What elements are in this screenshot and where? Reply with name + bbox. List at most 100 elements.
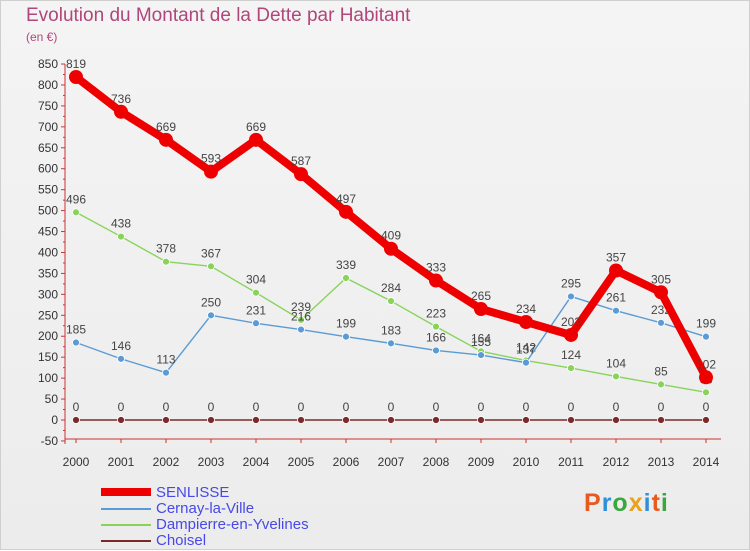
data-point — [699, 370, 713, 385]
data-point — [252, 288, 260, 297]
data-point — [342, 416, 350, 424]
y-tick-label: 600 — [38, 162, 58, 176]
data-point — [342, 274, 350, 282]
data-label: 0 — [523, 400, 530, 414]
data-point — [297, 325, 305, 334]
data-label: 593 — [201, 152, 221, 166]
data-label: 587 — [291, 154, 311, 168]
data-point — [519, 315, 533, 330]
data-point — [702, 388, 710, 397]
y-tick-label: 100 — [38, 371, 58, 385]
data-label: 357 — [606, 250, 626, 264]
data-point — [657, 380, 665, 389]
y-tick-label: 500 — [38, 204, 58, 218]
data-label: 239 — [291, 300, 311, 314]
data-point — [72, 338, 80, 347]
data-label: 164 — [471, 331, 491, 345]
data-point — [522, 416, 530, 424]
data-label: 223 — [426, 307, 446, 321]
data-label: 0 — [658, 400, 665, 414]
data-label: 250 — [201, 295, 221, 309]
data-label: 113 — [156, 353, 175, 367]
data-label: 496 — [66, 192, 86, 206]
y-tick-label: 150 — [38, 350, 58, 364]
data-label: 104 — [606, 356, 626, 370]
x-tick-label: 2001 — [108, 455, 135, 469]
data-point — [159, 132, 173, 147]
data-label: 146 — [111, 339, 131, 353]
data-point — [252, 416, 260, 424]
data-point — [249, 132, 263, 147]
data-point — [609, 263, 623, 278]
data-point — [342, 332, 350, 341]
y-tick-label: 50 — [45, 392, 59, 406]
data-point — [162, 257, 170, 266]
y-tick-label: 750 — [38, 99, 58, 113]
data-point — [432, 346, 440, 355]
data-point — [702, 332, 710, 341]
data-label: 234 — [516, 302, 536, 316]
data-label: 0 — [613, 400, 620, 414]
data-label: 185 — [66, 323, 86, 337]
data-point — [207, 262, 215, 271]
data-point — [339, 204, 353, 219]
data-label: 0 — [73, 400, 80, 414]
data-label: 124 — [561, 348, 581, 362]
legend-item-dampierre-en-yvelines: Dampierre-en-Yvelines — [101, 516, 381, 533]
data-point — [702, 416, 710, 424]
y-tick-label: 300 — [38, 287, 58, 301]
x-tick-label: 2010 — [513, 455, 540, 469]
x-tick-label: 2009 — [468, 455, 495, 469]
series-senlisse: 819 736 669 593 669 587 497 409 333 265 234 203 357 3… — [66, 57, 716, 385]
y-tick-label: 700 — [38, 120, 58, 134]
data-label: 367 — [201, 246, 221, 260]
y-tick-label: 250 — [38, 308, 58, 322]
data-label: 0 — [118, 400, 125, 414]
y-tick-label: -50 — [41, 434, 59, 448]
data-point — [657, 318, 665, 327]
data-label: 166 — [426, 330, 446, 344]
legend-item-cernay-la-ville: Cernay-la-Ville — [101, 500, 381, 517]
data-label: 216 — [291, 310, 311, 324]
x-tick-label: 2006 — [333, 455, 360, 469]
data-label: 102 — [696, 357, 716, 371]
x-tick-label: 2011 — [558, 455, 584, 469]
y-tick-label: 200 — [38, 329, 58, 343]
data-point — [657, 416, 665, 424]
data-point — [384, 241, 398, 256]
y-tick-label: 850 — [38, 57, 58, 71]
y-tick-label: 650 — [38, 141, 58, 155]
data-label: 0 — [163, 400, 170, 414]
y-tick-label: 800 — [38, 78, 58, 92]
data-label: 142 — [516, 341, 536, 355]
data-point — [72, 208, 80, 217]
data-point — [207, 311, 215, 320]
data-point — [117, 232, 125, 241]
legend-label: SENLISSE — [156, 484, 230, 501]
data-point — [387, 339, 395, 348]
data-point — [429, 273, 443, 288]
data-label: 339 — [336, 258, 356, 272]
data-point — [432, 322, 440, 331]
data-label: 0 — [478, 400, 485, 414]
x-tick-label: 2008 — [423, 455, 450, 469]
data-label: 183 — [381, 323, 401, 337]
chart-title: Evolution du Montant de la Dette par Hab… — [26, 5, 411, 26]
data-label: 819 — [66, 57, 86, 71]
data-label: 0 — [208, 400, 215, 414]
data-point — [612, 372, 620, 381]
series-choisel: 0 0 0 0 0 0 0 0 0 0 0 0 0 0 0 — [72, 400, 710, 424]
unit-label: (en €) — [26, 30, 58, 44]
data-point — [522, 358, 530, 367]
data-label: 261 — [606, 291, 626, 305]
legend-item-senlisse: SENLISSE — [101, 484, 381, 501]
data-point — [564, 327, 578, 342]
data-label: 0 — [298, 400, 305, 414]
data-label: 305 — [651, 272, 671, 286]
data-point — [117, 354, 125, 363]
proxiti-logo: Proxiti — [584, 489, 669, 517]
data-point — [72, 416, 80, 424]
data-point — [207, 416, 215, 424]
data-point — [162, 416, 170, 424]
data-point — [567, 292, 575, 301]
